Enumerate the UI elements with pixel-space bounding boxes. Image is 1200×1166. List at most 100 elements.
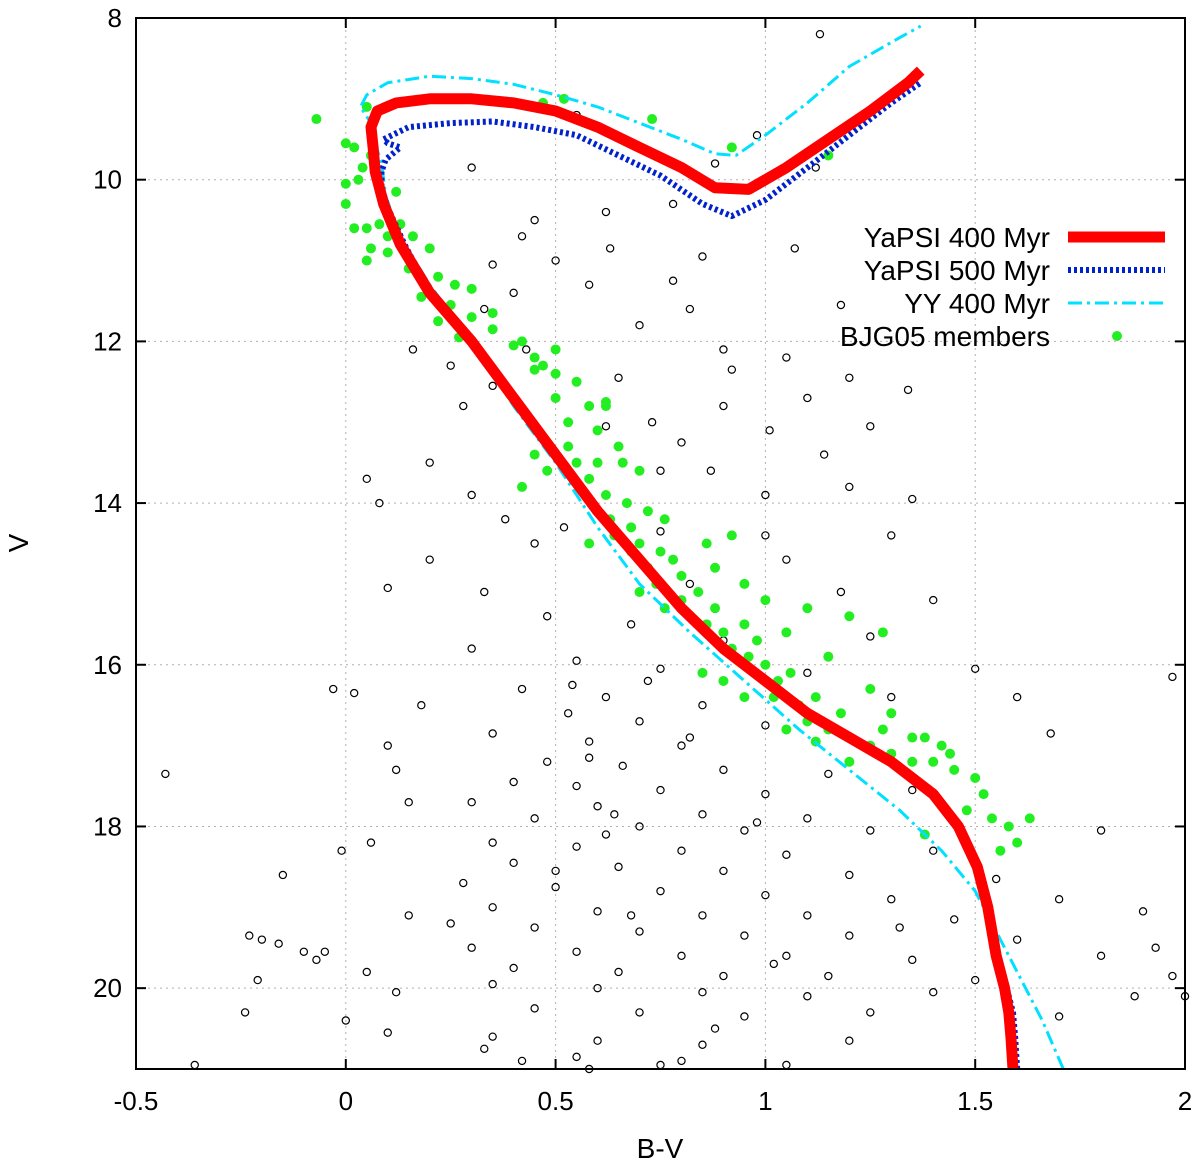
field-star-point	[190, 1060, 199, 1070]
field-star-point	[509, 777, 518, 787]
member-point	[349, 142, 360, 153]
field-star-point	[698, 911, 707, 920]
x-tick-label: 0	[339, 1086, 353, 1116]
member-point	[726, 530, 737, 541]
field-star-point	[903, 385, 913, 395]
field-star-point	[971, 975, 980, 985]
member-point	[357, 162, 368, 173]
member-point	[781, 627, 792, 638]
field-star-point	[593, 802, 602, 811]
field-star-point	[610, 810, 619, 819]
field-star-point	[601, 207, 611, 217]
field-star-point	[836, 300, 846, 310]
field-star-point	[614, 967, 623, 977]
field-star-point	[677, 741, 686, 750]
field-star-point	[551, 866, 560, 876]
field-star-point	[782, 1060, 791, 1070]
field-star-point	[618, 761, 627, 771]
member-point	[693, 587, 704, 598]
field-star-point	[635, 927, 644, 936]
field-star-point	[1138, 907, 1148, 916]
field-star-point	[719, 765, 728, 775]
field-star-point	[1012, 935, 1022, 944]
field-star-point	[488, 260, 497, 269]
member-point	[739, 578, 750, 589]
field-star-point	[509, 963, 518, 973]
field-star-point	[601, 422, 611, 431]
member-point	[1012, 837, 1023, 848]
member-point	[718, 627, 729, 638]
field-star-point	[467, 644, 476, 653]
field-star-point	[1096, 826, 1106, 835]
field-star-point	[782, 850, 791, 859]
series-field-stars	[161, 29, 1190, 1074]
member-point	[416, 291, 427, 302]
field-star-point	[572, 781, 581, 791]
x-tick-label: 1	[758, 1086, 772, 1116]
member-point	[810, 692, 821, 703]
field-star-point	[391, 765, 401, 775]
field-star-point	[698, 700, 707, 710]
x-axis-label: B-V	[637, 1133, 684, 1164]
y-tick-label: 18	[93, 811, 122, 841]
member-point	[978, 789, 989, 800]
member-point	[970, 772, 981, 783]
y-tick-label: 12	[93, 326, 122, 356]
field-star-point	[845, 870, 854, 880]
field-star-point	[572, 947, 581, 956]
field-star-point	[656, 466, 665, 475]
field-star-point	[593, 983, 602, 993]
plot-frame	[135, 17, 1186, 1070]
field-star-point	[845, 931, 854, 940]
member-point	[365, 243, 376, 254]
field-star-point	[383, 741, 392, 750]
field-star-point	[887, 692, 896, 702]
member-point	[487, 324, 498, 335]
isochrone-line	[378, 80, 1021, 1070]
member-point	[647, 114, 658, 125]
member-point	[433, 271, 444, 282]
field-star-point	[605, 244, 615, 253]
field-star-point	[425, 555, 434, 564]
field-star-point	[584, 737, 594, 746]
plot-series	[161, 24, 1190, 1074]
field-star-point	[740, 931, 749, 940]
member-point	[907, 756, 918, 767]
field-star-point	[417, 700, 426, 710]
member-point	[340, 198, 351, 209]
member-point	[945, 748, 956, 759]
member-point	[382, 247, 393, 258]
member-point	[835, 708, 846, 719]
member-point	[634, 587, 645, 598]
field-star-point	[908, 785, 917, 795]
field-star-point	[522, 345, 531, 354]
member-point	[760, 659, 771, 670]
field-star-point	[614, 862, 623, 872]
field-star-point	[1168, 971, 1177, 981]
field-star-point	[572, 842, 581, 851]
member-point	[961, 805, 972, 816]
legend-label: BJG05 members	[840, 321, 1050, 352]
field-star-point	[517, 1056, 527, 1066]
field-star-point	[866, 422, 875, 431]
field-star-point	[572, 1052, 581, 1062]
field-star-point	[530, 215, 539, 225]
field-star-point	[488, 979, 497, 989]
field-star-point	[803, 668, 812, 678]
member-point	[659, 514, 670, 525]
field-star-point	[593, 1036, 602, 1045]
field-star-point	[769, 959, 778, 969]
member-point	[739, 692, 750, 703]
member-point	[886, 708, 897, 719]
field-star-point	[824, 971, 833, 981]
field-star-point	[488, 381, 497, 391]
field-star-point	[887, 895, 896, 904]
series-yapsi-400-myr	[365, 66, 1019, 1070]
member-point	[391, 186, 402, 197]
field-star-point	[563, 709, 573, 718]
member-point	[1024, 813, 1035, 824]
field-star-point	[337, 846, 346, 855]
field-star-point	[240, 1008, 250, 1017]
field-star-point	[803, 814, 812, 823]
field-star-point	[635, 717, 644, 726]
